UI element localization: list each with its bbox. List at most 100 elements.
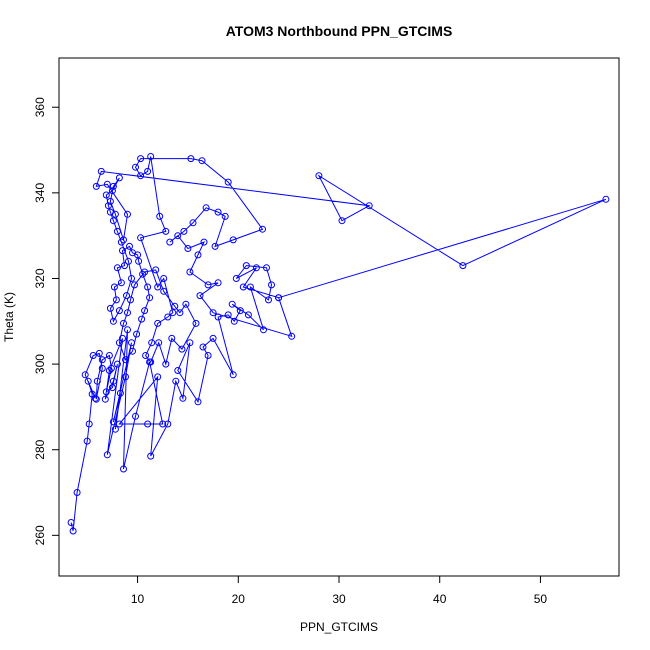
data-point bbox=[209, 309, 217, 317]
data-point bbox=[214, 313, 222, 321]
data-point bbox=[120, 319, 127, 327]
data-point bbox=[162, 227, 170, 235]
data-point bbox=[119, 247, 126, 255]
data-point bbox=[108, 384, 116, 392]
data-point bbox=[102, 388, 110, 396]
data-point bbox=[244, 311, 252, 319]
data-point bbox=[105, 367, 113, 374]
data-point bbox=[125, 257, 132, 265]
data-point bbox=[121, 262, 128, 270]
data-point bbox=[239, 283, 247, 291]
data-point bbox=[144, 167, 152, 175]
data-point bbox=[176, 309, 184, 317]
data-point bbox=[265, 296, 272, 304]
data-point bbox=[236, 307, 244, 315]
data-point bbox=[138, 315, 146, 323]
data-point bbox=[122, 373, 129, 381]
data-point bbox=[169, 309, 177, 317]
data-point bbox=[124, 326, 131, 334]
data-point bbox=[152, 266, 160, 274]
data-point bbox=[98, 364, 106, 372]
data-point bbox=[154, 283, 162, 291]
data-point bbox=[126, 242, 133, 250]
data-point bbox=[113, 264, 121, 272]
data-point bbox=[131, 281, 138, 289]
data-point bbox=[137, 234, 145, 242]
data-point bbox=[230, 317, 238, 325]
data-point bbox=[221, 212, 229, 220]
data-point bbox=[85, 420, 93, 428]
data-point bbox=[179, 394, 187, 402]
data-point bbox=[160, 287, 168, 295]
data-point bbox=[204, 281, 212, 289]
data-point bbox=[128, 275, 135, 282]
data-point bbox=[109, 317, 117, 325]
data-point bbox=[117, 279, 125, 287]
data-point bbox=[194, 398, 202, 406]
data-point bbox=[124, 210, 131, 218]
data-point bbox=[117, 238, 125, 246]
data-point bbox=[139, 270, 147, 278]
data-point bbox=[156, 212, 164, 220]
data-point bbox=[89, 352, 97, 359]
data-point bbox=[202, 204, 210, 212]
data-point bbox=[174, 367, 182, 374]
series-layer bbox=[67, 153, 610, 535]
data-point bbox=[166, 238, 174, 246]
data-point bbox=[365, 202, 373, 210]
data-point bbox=[214, 208, 222, 216]
data-point bbox=[182, 300, 190, 308]
data-point bbox=[209, 334, 217, 342]
data-point bbox=[204, 352, 212, 359]
data-point bbox=[141, 268, 149, 276]
x-axis: 10 20 30 40 50 bbox=[131, 575, 548, 606]
data-point bbox=[224, 311, 232, 319]
data-point bbox=[164, 420, 172, 428]
data-point bbox=[122, 356, 129, 364]
data-point bbox=[275, 294, 283, 302]
data-point bbox=[160, 275, 168, 282]
data-point bbox=[184, 245, 192, 252]
data-point bbox=[115, 307, 123, 315]
data-point bbox=[187, 155, 195, 163]
data-point bbox=[137, 172, 145, 180]
data-point bbox=[602, 195, 610, 203]
data-point bbox=[129, 347, 136, 355]
y-tick-label: 260 bbox=[33, 525, 47, 545]
data-point bbox=[142, 352, 150, 359]
data-point bbox=[127, 296, 134, 304]
data-point bbox=[109, 377, 117, 385]
data-point bbox=[148, 339, 156, 347]
data-point bbox=[135, 257, 143, 265]
y-tick-label: 280 bbox=[33, 439, 47, 459]
data-point bbox=[120, 236, 127, 244]
data-point bbox=[146, 294, 154, 302]
x-tick-label: 30 bbox=[332, 592, 346, 606]
data-point bbox=[144, 283, 152, 291]
data-point bbox=[459, 262, 467, 270]
data-point bbox=[124, 309, 131, 317]
data-point bbox=[115, 174, 123, 182]
data-point bbox=[178, 345, 186, 353]
data-point bbox=[132, 412, 139, 420]
data-point bbox=[67, 519, 75, 526]
data-point bbox=[107, 364, 115, 372]
data-point bbox=[154, 319, 162, 327]
data-point bbox=[102, 191, 110, 199]
x-tick-label: 50 bbox=[534, 592, 548, 606]
data-point bbox=[199, 343, 207, 351]
data-point bbox=[192, 319, 200, 327]
data-point bbox=[120, 465, 127, 473]
data-point bbox=[112, 296, 120, 304]
data-point bbox=[174, 232, 182, 240]
series-line bbox=[70, 156, 607, 532]
data-point bbox=[196, 292, 204, 300]
y-tick-label: 320 bbox=[33, 268, 47, 288]
data-point bbox=[105, 352, 113, 359]
data-point bbox=[259, 225, 266, 233]
data-point bbox=[83, 437, 91, 445]
data-point bbox=[164, 313, 172, 321]
data-point bbox=[103, 451, 111, 459]
data-point bbox=[200, 238, 208, 246]
data-point bbox=[91, 394, 99, 402]
